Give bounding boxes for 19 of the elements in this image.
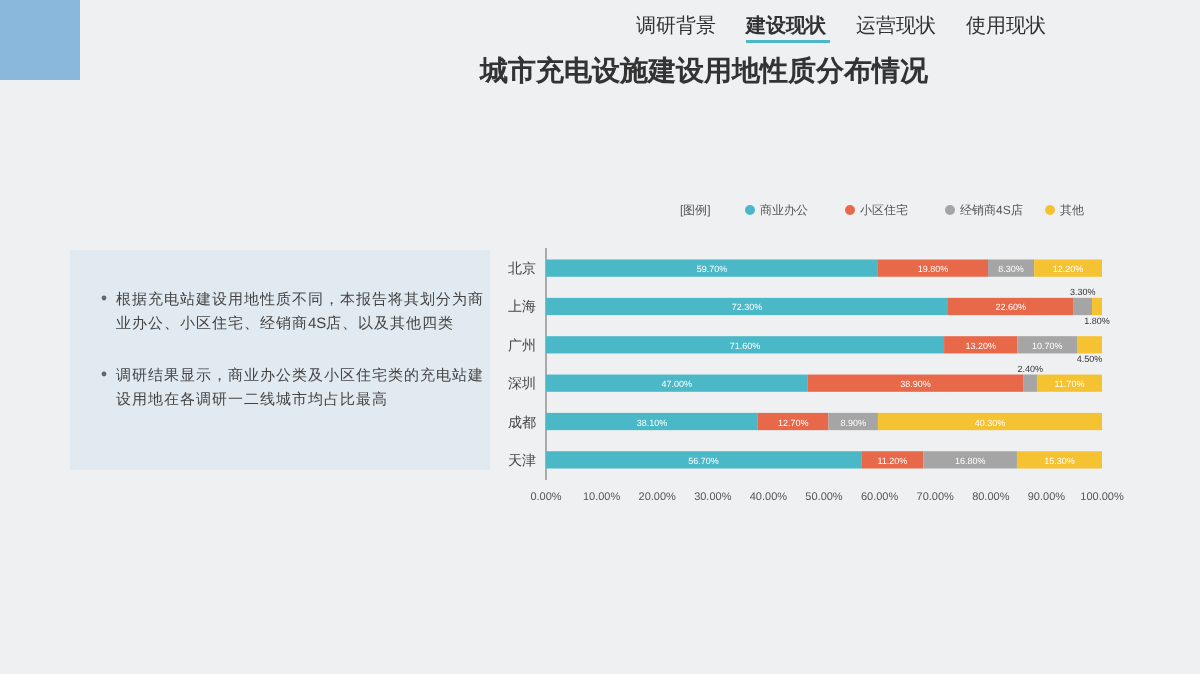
bar [877,259,989,277]
bar [546,259,878,277]
bar [947,297,1074,316]
text: 使用现状 [966,14,1046,38]
text: 运营现状 [856,14,936,38]
bar [546,451,862,469]
bar [546,297,948,316]
text: 建设现状 [744,14,828,38]
bar [877,412,1102,431]
bar [1091,297,1102,316]
bar [546,336,945,354]
text: 调研背景 [636,14,716,38]
bar [807,374,1024,392]
bar [1076,336,1102,354]
bar [546,412,758,431]
bar [1023,374,1037,392]
chart-title: 城市充电设施建设用地性质分布情况 [478,54,930,86]
bar [1073,297,1092,316]
bar [546,374,808,392]
